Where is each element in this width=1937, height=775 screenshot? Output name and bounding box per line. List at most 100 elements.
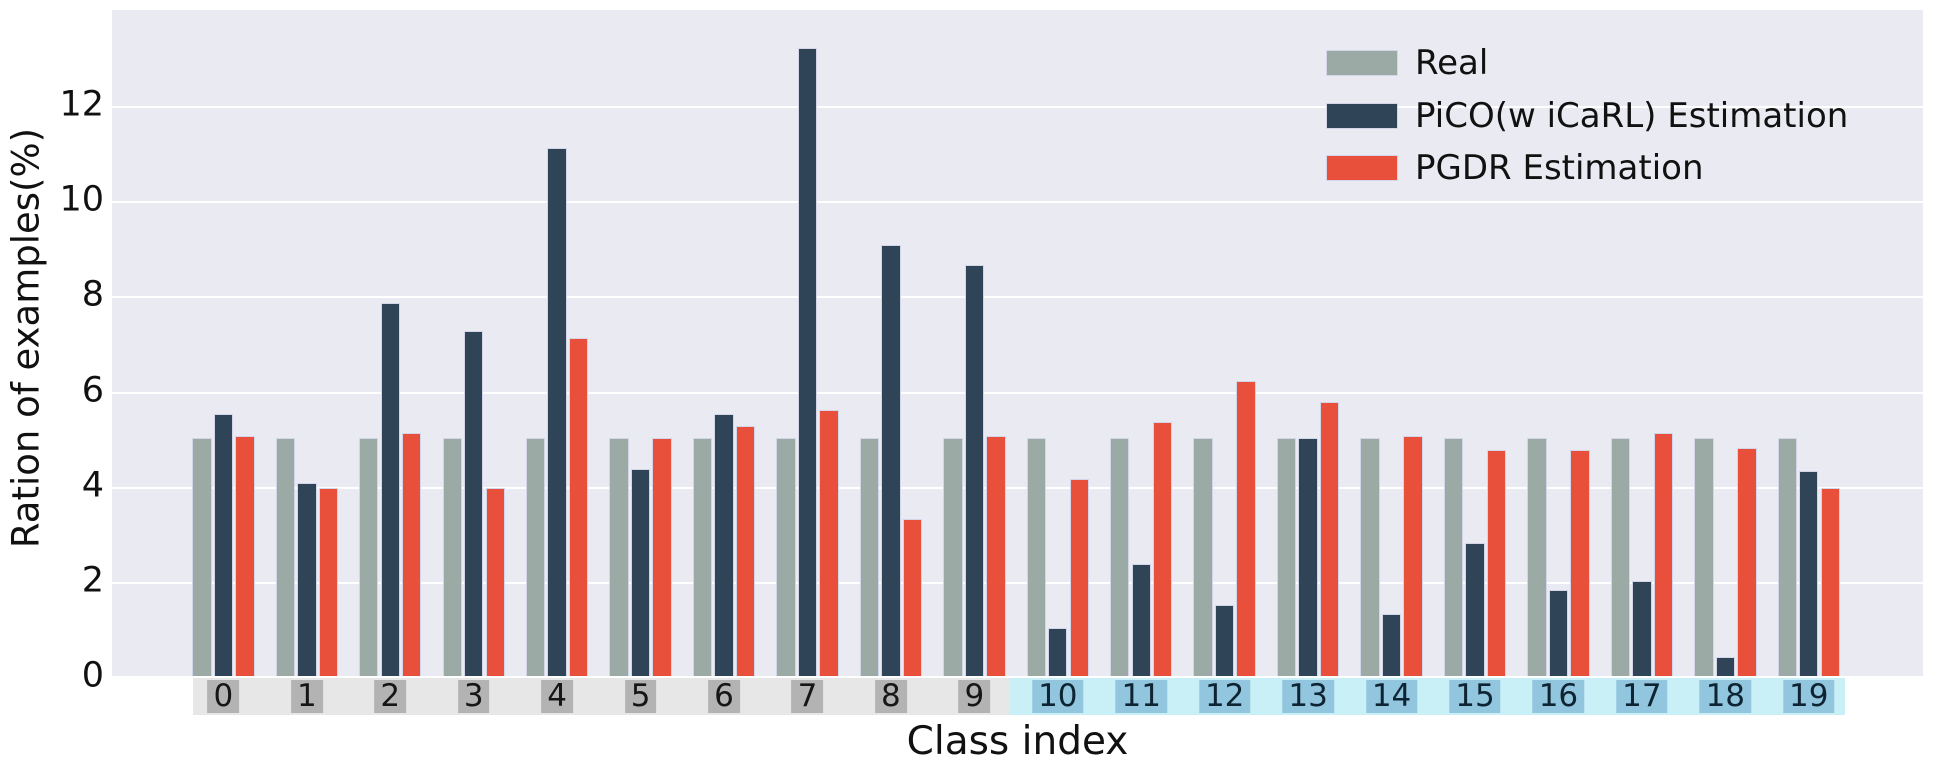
bar-real-class-4 xyxy=(525,438,546,676)
bar-pico-class-15 xyxy=(1465,542,1485,676)
bar-real-class-8 xyxy=(859,438,880,676)
bar-pgdr-estimation-class-9 xyxy=(986,435,1006,676)
bar-pico-class-5 xyxy=(630,469,651,676)
x-axis-title: Class index xyxy=(906,719,1129,764)
x-tick-label-16: 16 xyxy=(1532,680,1585,713)
bar-real-class-14 xyxy=(1360,438,1380,676)
bar-real-class-11 xyxy=(1110,438,1130,676)
gridline-y-2 xyxy=(112,581,1923,584)
legend-label: Real xyxy=(1415,43,1489,83)
gridline-y-12 xyxy=(112,106,1923,109)
y-tick-label-6: 6 xyxy=(81,370,104,411)
bar-pgdr-estimation-class-19 xyxy=(1820,488,1840,676)
bar-real-class-9 xyxy=(943,438,963,676)
bar-real-class-17 xyxy=(1610,438,1631,676)
bar-pico-class-7 xyxy=(797,48,818,676)
bar-pgdr-estimation-class-4 xyxy=(568,338,589,676)
bar-pgdr-estimation-class-7 xyxy=(819,409,839,676)
bar-pgdr-estimation-class-17 xyxy=(1653,433,1674,676)
legend-swatch-icon xyxy=(1326,102,1398,129)
x-tick-label-1: 1 xyxy=(290,680,323,713)
y-tick-label-8: 8 xyxy=(81,274,104,315)
bar-pico-class-4 xyxy=(547,147,567,676)
x-tick-label-4: 4 xyxy=(541,680,574,713)
bar-pgdr-estimation-class-8 xyxy=(902,519,923,676)
bar-pico-class-0 xyxy=(213,414,234,676)
bar-real-class-7 xyxy=(776,438,796,676)
y-tick-label-10: 10 xyxy=(59,179,104,220)
bar-real-class-2 xyxy=(359,438,379,676)
x-tick-label-8: 8 xyxy=(875,680,907,713)
x-tick-label-6: 6 xyxy=(708,680,740,713)
x-tick-label-13: 13 xyxy=(1282,680,1334,713)
bar-pgdr-estimation-class-1 xyxy=(318,488,339,676)
x-tick-label-10: 10 xyxy=(1032,680,1084,713)
gridline-y-6 xyxy=(112,391,1923,394)
bar-pgdr-estimation-class-11 xyxy=(1153,421,1173,676)
bar-pgdr-estimation-class-5 xyxy=(652,438,672,676)
bar-real-class-0 xyxy=(192,438,212,676)
bar-real-class-5 xyxy=(609,438,629,676)
legend-swatch-icon xyxy=(1326,50,1398,76)
x-tick-label-11: 11 xyxy=(1115,680,1167,713)
bar-real-class-16 xyxy=(1527,438,1547,676)
bar-pico-class-16 xyxy=(1548,590,1569,676)
bar-pico-class-18 xyxy=(1715,656,1735,676)
x-tick-label-14: 14 xyxy=(1365,680,1418,713)
x-tick-label-17: 17 xyxy=(1616,680,1668,713)
bar-pico-class-11 xyxy=(1131,564,1151,676)
bar-real-class-1 xyxy=(275,438,296,676)
x-tick-label-2: 2 xyxy=(374,680,407,713)
bar-real-class-12 xyxy=(1193,438,1213,676)
bar-pgdr-estimation-class-0 xyxy=(235,435,255,676)
y-tick-label-12: 12 xyxy=(59,84,104,125)
bar-pgdr-estimation-class-12 xyxy=(1236,381,1256,676)
x-tick-label-19: 19 xyxy=(1783,680,1835,713)
y-tick-label-0: 0 xyxy=(81,655,104,696)
bar-pico-class-13 xyxy=(1298,438,1318,676)
legend-label: PGDR Estimation xyxy=(1415,148,1704,188)
x-tick-label-5: 5 xyxy=(624,680,657,713)
bar-pgdr-estimation-class-18 xyxy=(1737,447,1757,676)
bar-pgdr-estimation-class-14 xyxy=(1403,435,1423,676)
x-tick-label-3: 3 xyxy=(457,680,490,713)
bar-pgdr-estimation-class-16 xyxy=(1570,450,1590,676)
bar-real-class-15 xyxy=(1443,438,1464,676)
x-tick-label-18: 18 xyxy=(1699,680,1752,713)
y-axis-title: Ration of examples(%) xyxy=(4,127,48,549)
bar-pico-class-19 xyxy=(1799,471,1819,676)
bar-pgdr-estimation-class-2 xyxy=(402,433,422,676)
x-tick-label-7: 7 xyxy=(791,680,824,713)
bar-pico-class-2 xyxy=(380,302,400,676)
gridline-y-4 xyxy=(112,486,1923,489)
bar-pico-class-12 xyxy=(1214,604,1235,676)
x-tick-label-15: 15 xyxy=(1449,680,1501,713)
bar-real-class-3 xyxy=(442,438,462,676)
bar-pico-class-8 xyxy=(881,245,901,676)
bar-pico-class-3 xyxy=(464,331,484,676)
legend-label: PiCO(w iCaRL) Estimation xyxy=(1415,95,1849,136)
y-tick-label-2: 2 xyxy=(81,560,104,601)
y-tick-label-4: 4 xyxy=(81,465,104,506)
gridline-y-8 xyxy=(112,296,1923,299)
x-tick-label-12: 12 xyxy=(1198,680,1251,713)
x-tick-label-0: 0 xyxy=(207,680,240,713)
gridline-y-10 xyxy=(112,201,1923,204)
legend-row-pgdr-estimation: PGDR Estimation xyxy=(1326,148,1704,188)
bar-real-class-18 xyxy=(1694,438,1714,676)
bar-pico-class-14 xyxy=(1381,614,1402,676)
legend-row-pico: PiCO(w iCaRL) Estimation xyxy=(1326,96,1848,136)
bar-pico-class-10 xyxy=(1048,628,1068,676)
bar-pgdr-estimation-class-13 xyxy=(1319,402,1340,676)
bar-real-class-13 xyxy=(1276,438,1297,676)
bar-pico-class-9 xyxy=(964,264,985,676)
bar-real-class-19 xyxy=(1777,438,1797,676)
bar-pgdr-estimation-class-15 xyxy=(1486,450,1507,676)
legend-swatch-icon xyxy=(1326,155,1398,181)
x-tick-label-9: 9 xyxy=(958,680,991,713)
bar-pico-class-17 xyxy=(1632,580,1652,676)
plot-area xyxy=(112,10,1923,676)
bar-pgdr-estimation-class-6 xyxy=(735,426,756,676)
bar-pgdr-estimation-class-3 xyxy=(485,488,505,676)
